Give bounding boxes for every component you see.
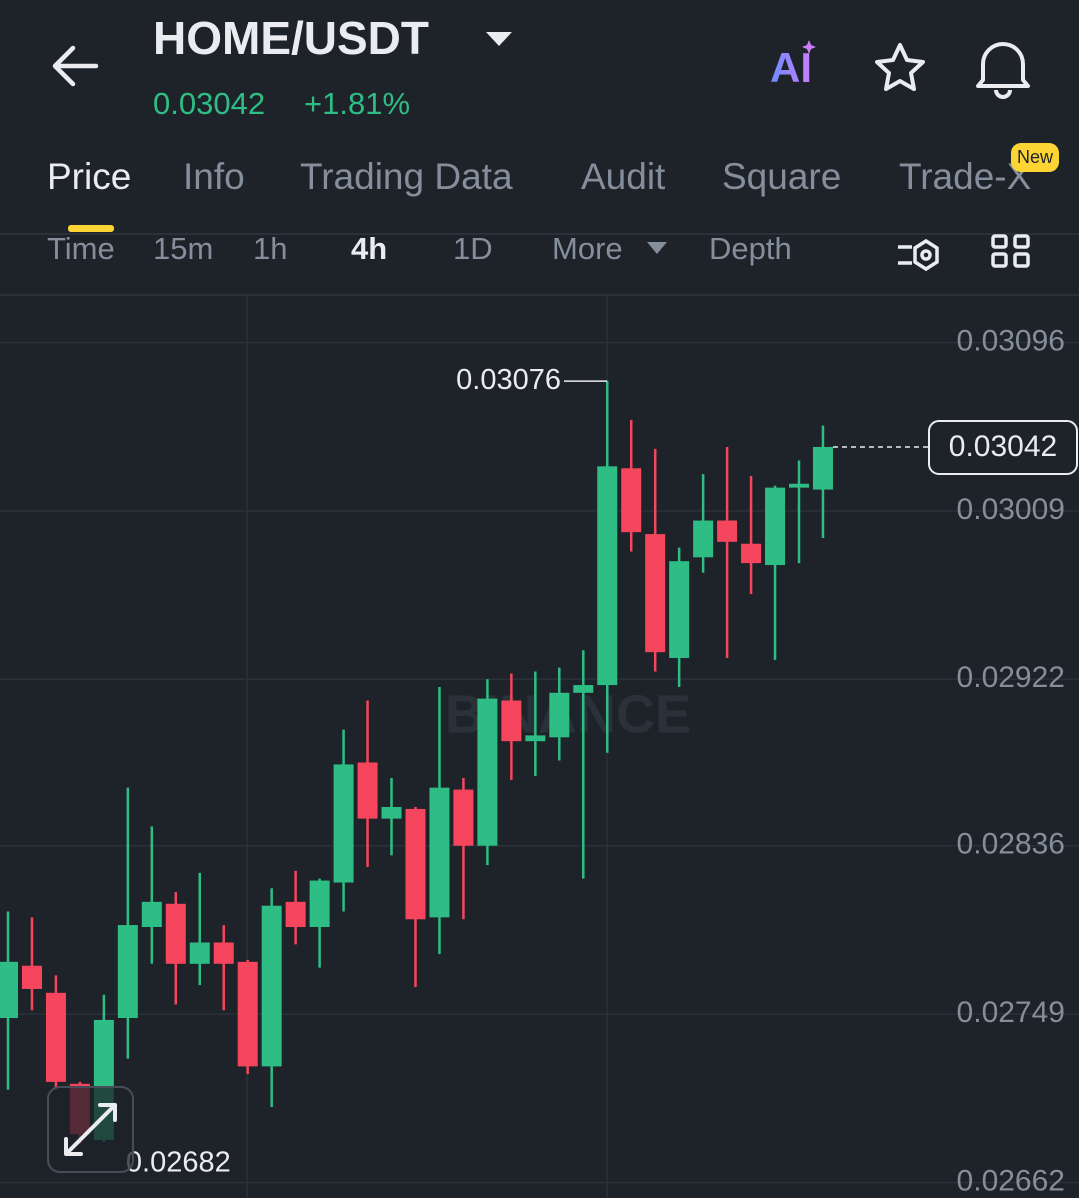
ai-sparkle — [802, 40, 816, 54]
back-arrow — [52, 45, 99, 87]
bell-icon — [976, 42, 1030, 88]
expand-button[interactable] — [47, 1086, 134, 1173]
candle-body — [477, 698, 498, 846]
price-change: +1.81% — [304, 86, 410, 121]
pair-dropdown[interactable] — [486, 32, 512, 46]
interval[interactable]: 15m — [153, 231, 213, 266]
interval[interactable]: 4h — [351, 231, 387, 266]
interval[interactable]: More — [552, 231, 623, 266]
candle-body — [501, 700, 522, 742]
candle-body — [597, 466, 618, 686]
alert-button[interactable] — [976, 42, 1030, 99]
candle-body — [405, 808, 426, 920]
layout-cell — [1013, 234, 1030, 249]
tab[interactable]: Square — [722, 156, 841, 197]
candle-body — [549, 692, 570, 738]
tab[interactable]: Audit — [581, 156, 666, 197]
candle-body — [812, 446, 833, 490]
candle-body — [669, 561, 690, 658]
tab[interactable]: Info — [183, 156, 245, 197]
new-badge-label: New — [1017, 147, 1054, 167]
settings-lines — [898, 245, 912, 265]
back-button[interactable] — [52, 45, 99, 87]
tab-bar: Price Info Trading Data Audit Square Trade-X — [47, 156, 1031, 197]
interval-bar: Time 15m 1h 4h 1D More Depth — [47, 231, 792, 266]
settings-dot — [920, 249, 932, 261]
candle-body — [213, 942, 234, 964]
candle-body — [165, 903, 186, 964]
more-dropdown[interactable] — [647, 242, 667, 254]
candle-chart: BINANCE0.030960.030090.029220.028360.027… — [0, 324, 1079, 1197]
layout-cell — [991, 252, 1008, 268]
expand-icon — [64, 1103, 117, 1156]
candle-body — [765, 487, 786, 566]
candle-body — [45, 992, 66, 1082]
interval[interactable]: 1D — [453, 231, 493, 266]
last-price-box — [928, 419, 1078, 475]
ai-button[interactable]: AI — [770, 44, 812, 91]
candle-body — [261, 905, 282, 1067]
candle-body — [429, 787, 450, 918]
tab[interactable]: Trade-X — [899, 156, 1031, 197]
candle-body — [141, 901, 162, 928]
tab[interactable]: Trading Data — [300, 156, 513, 197]
candle-body — [741, 543, 762, 564]
new-badge — [1011, 143, 1059, 172]
candle-body — [621, 468, 642, 533]
interval[interactable]: Time — [47, 231, 115, 266]
last-price: 0.03042 — [153, 86, 265, 121]
layout-button[interactable] — [991, 234, 1030, 268]
min-label: 0.02682 — [126, 1146, 231, 1178]
tab[interactable]: Price — [47, 156, 131, 197]
candle-body — [333, 764, 354, 883]
candle-body — [0, 961, 18, 1018]
candle-body — [573, 685, 594, 693]
candle-body — [285, 901, 306, 928]
layout-cell — [991, 234, 1008, 249]
favorite-button[interactable] — [875, 43, 925, 91]
layout-cell — [1013, 252, 1030, 268]
candle-body — [525, 735, 546, 742]
pair-title[interactable]: HOME/USDT — [153, 12, 429, 64]
settings-hex — [913, 238, 939, 272]
interval[interactable]: Depth — [709, 231, 792, 266]
candle-body — [21, 965, 42, 989]
candle-body — [717, 520, 738, 542]
candle-body — [453, 789, 474, 846]
candle-body — [789, 483, 810, 488]
active-tab-indicator — [68, 225, 114, 232]
candle-body — [237, 961, 258, 1067]
candle-body — [693, 520, 714, 558]
y-tick-label: 0.02749 — [957, 996, 1065, 1029]
last-price-label: 0.03042 — [949, 430, 1057, 463]
candle-body — [117, 925, 138, 1018]
y-tick-label: 0.02836 — [957, 828, 1065, 861]
y-tick-label: 0.03096 — [957, 324, 1065, 357]
bell-clapper — [994, 89, 1012, 99]
y-tick-label: 0.03009 — [957, 493, 1065, 526]
candle-body — [645, 534, 666, 653]
candle-body — [309, 880, 330, 928]
candle-body — [189, 942, 210, 964]
y-tick-label: 0.02922 — [957, 661, 1065, 694]
max-label: 0.03076 — [456, 364, 561, 396]
indicator-settings[interactable] — [898, 238, 939, 272]
interval[interactable]: 1h — [253, 231, 287, 266]
y-tick-label: 0.02662 — [957, 1164, 1065, 1197]
candle-body — [381, 807, 402, 819]
candle-body — [357, 762, 378, 819]
